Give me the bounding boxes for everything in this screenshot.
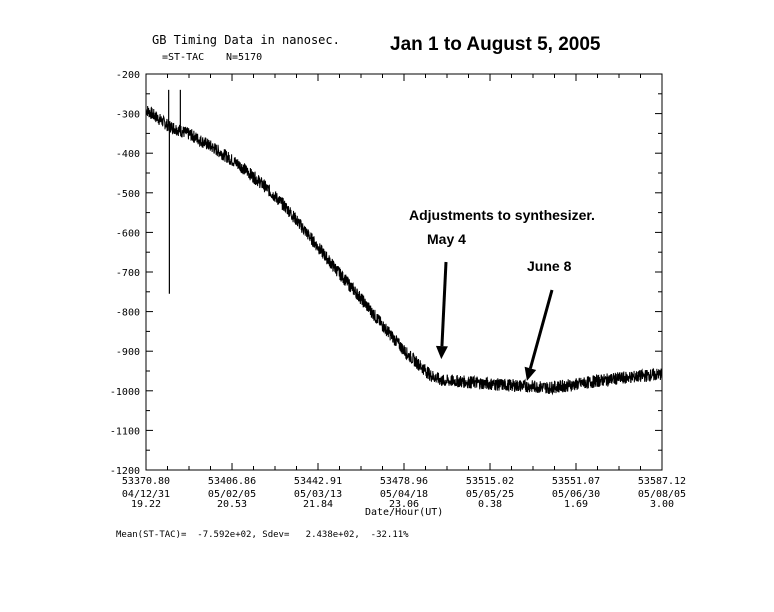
y-tick-label: -800 xyxy=(116,308,140,319)
y-tick-label: -700 xyxy=(116,268,140,279)
arrow-head xyxy=(435,345,448,360)
x-tick-label: 53551.07 xyxy=(552,476,600,487)
arrow-head xyxy=(524,366,537,381)
arrow-layer xyxy=(435,261,554,381)
x-tick-label: 53406.86 xyxy=(208,476,256,487)
x-tick-hour: 19.22 xyxy=(131,499,161,510)
x-tick-label: 53478.96 xyxy=(380,476,428,487)
x-tick-date: 05/08/05 xyxy=(638,489,686,500)
y-tick-label: -900 xyxy=(116,347,140,358)
x-tick-date: 05/05/25 xyxy=(466,489,514,500)
y-tick-label: -200 xyxy=(116,70,140,81)
plot-frame xyxy=(145,73,663,471)
x-tick-date: 05/03/13 xyxy=(294,489,342,500)
x-tick-date: 05/02/05 xyxy=(208,489,256,500)
stats-footer: Mean(ST-TAC)= -7.592e+02, Sdev= 2.438e+0… xyxy=(116,530,409,540)
series-line xyxy=(145,105,663,396)
x-tick-hour: 0.38 xyxy=(478,499,502,510)
y-tick-label: -1000 xyxy=(110,387,140,398)
x-tick-hour: 3.00 xyxy=(650,499,674,510)
series-layer xyxy=(145,89,663,396)
annotation-june: June 8 xyxy=(527,258,572,274)
chart-title: GB Timing Data in nanosec. xyxy=(152,33,340,47)
count-label: N=5170 xyxy=(226,52,262,63)
x-tick-label: 53515.02 xyxy=(466,476,514,487)
arrow-shaft xyxy=(440,261,448,347)
x-tick-label: 53370.80 xyxy=(122,476,170,487)
x-tick-label: 53587.12 xyxy=(638,476,686,487)
headline: Jan 1 to August 5, 2005 xyxy=(390,34,601,55)
annotation-may: May 4 xyxy=(427,231,466,247)
series-label: =ST-TAC xyxy=(162,52,204,63)
x-tick-label: 53442.91 xyxy=(294,476,342,487)
y-tick-label: -500 xyxy=(116,189,140,200)
y-tick-label: -400 xyxy=(116,149,140,160)
annotation-adjustments: Adjustments to synthesizer. xyxy=(409,207,595,223)
y-tick-label: -600 xyxy=(116,228,140,239)
x-tick-date: 05/06/30 xyxy=(552,489,600,500)
y-tick-label: -1100 xyxy=(110,426,140,437)
arrow-shaft xyxy=(528,289,554,369)
x-axis-label: Date/Hour(UT) xyxy=(365,507,443,518)
x-tick-hour: 1.69 xyxy=(564,499,588,510)
x-tick-date: 04/12/31 xyxy=(122,489,170,500)
y-tick-label: -300 xyxy=(116,110,140,121)
x-tick-hour: 21.84 xyxy=(303,499,333,510)
y-axis: -200 -300 -400 -500 -600 -700 -800 -900 -1000 -11… xyxy=(110,70,662,477)
x-tick-hour: 20.53 xyxy=(217,499,247,510)
y-tick-label: -1200 xyxy=(110,466,140,477)
x-tick-date: 05/04/18 xyxy=(380,489,428,500)
x-tick-hour: 23.06 xyxy=(389,499,419,510)
